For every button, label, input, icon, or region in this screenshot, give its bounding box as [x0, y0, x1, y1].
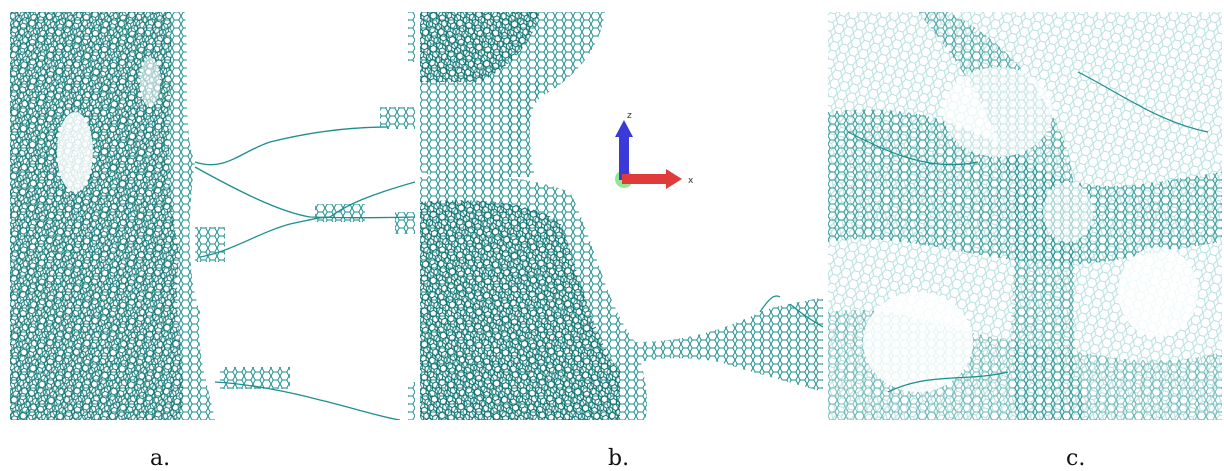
panel-a-image [10, 12, 415, 420]
axis-triad-icon: z x [615, 111, 694, 189]
panel-c-label: c. [1066, 446, 1086, 471]
axis-x-label: x [688, 176, 694, 186]
panel-b-mesh: z x [420, 12, 823, 420]
panel-c-mesh [828, 12, 1222, 420]
panel-c-image [828, 12, 1222, 420]
panel-b-image: z x [420, 12, 823, 420]
panel-a-mesh [10, 12, 415, 420]
panel-b-label: b. [608, 446, 630, 471]
axis-z-label: z [627, 111, 632, 121]
panel-a-label: a. [150, 446, 171, 471]
